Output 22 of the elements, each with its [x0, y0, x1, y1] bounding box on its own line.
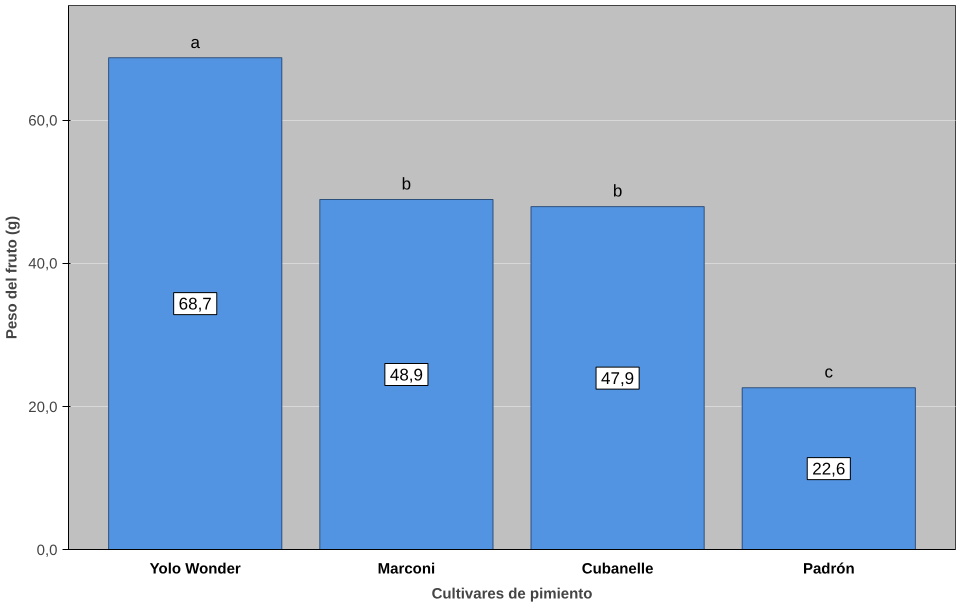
- y-tick-label: 60,0: [28, 112, 58, 130]
- annotation: a: [190, 32, 200, 52]
- bar: [530, 206, 705, 550]
- data-label: 47,9: [601, 369, 634, 388]
- annotation: b: [612, 182, 622, 201]
- annotation: c: [824, 362, 834, 382]
- x-tick-label: Marconi: [378, 560, 436, 578]
- y-tick-label: 40,0: [28, 256, 58, 273]
- y-tick-label: 0,0: [36, 542, 58, 559]
- y-axis-title: Peso del fruto (g): [3, 216, 20, 340]
- bar: [108, 57, 282, 550]
- data-label: 68,7: [178, 294, 212, 314]
- annotation: b: [402, 174, 412, 194]
- y-tick-label: 20,0: [28, 398, 58, 416]
- x-tick-label: Cubanelle: [582, 560, 654, 578]
- data-label: 22,6: [812, 460, 846, 479]
- bar: [742, 387, 916, 550]
- x-axis-title: Cultivares de pimiento: [432, 586, 592, 602]
- x-tick-label: Yolo Wonder: [150, 560, 241, 578]
- x-tick-label: Padrón: [802, 560, 855, 578]
- data-label: 48,9: [390, 365, 423, 384]
- bar: [319, 198, 494, 550]
